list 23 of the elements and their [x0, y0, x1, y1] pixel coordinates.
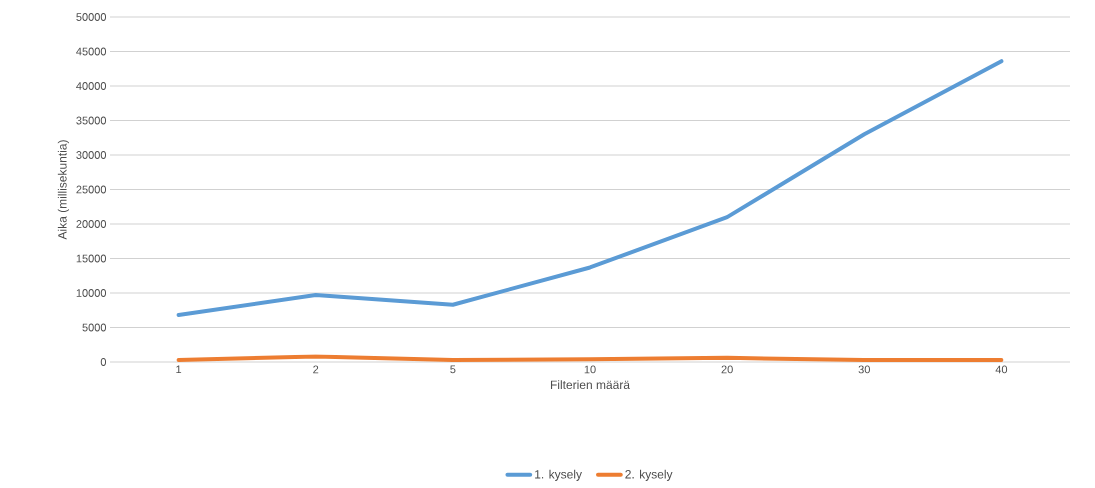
x-tick-label: 10: [584, 365, 596, 374]
y-tick-label: 30000: [76, 151, 107, 159]
y-tick-label: 40000: [76, 82, 107, 90]
x-axis-title: Filterien määrä: [550, 380, 630, 389]
y-axis-title: Aika (millisekuntia): [57, 140, 70, 240]
y-tick-label: 25000: [76, 185, 107, 194]
x-tick-label: 40: [995, 365, 1008, 374]
y-tick-label: 5000: [82, 323, 107, 332]
y-tick-label: 45000: [76, 47, 107, 56]
y-tick-label: 10000: [76, 289, 107, 297]
x-tick-label: 2: [313, 365, 319, 374]
x-tick-label: 5: [450, 365, 456, 374]
legend-label: 2. kysely: [625, 469, 673, 481]
y-tick-label: 20000: [76, 220, 107, 228]
y-tick-label: 50000: [76, 13, 107, 21]
x-tick-label: 20: [721, 365, 733, 374]
y-tick-label: 0: [100, 358, 107, 366]
y-tick-label: 15000: [76, 254, 107, 263]
line-series: [176, 59, 1004, 318]
legend-label: 1. kysely: [535, 469, 582, 481]
x-tick-label: 30: [858, 365, 870, 374]
x-tick-label: 1: [176, 365, 182, 374]
y-tick-label: 35000: [76, 116, 107, 125]
